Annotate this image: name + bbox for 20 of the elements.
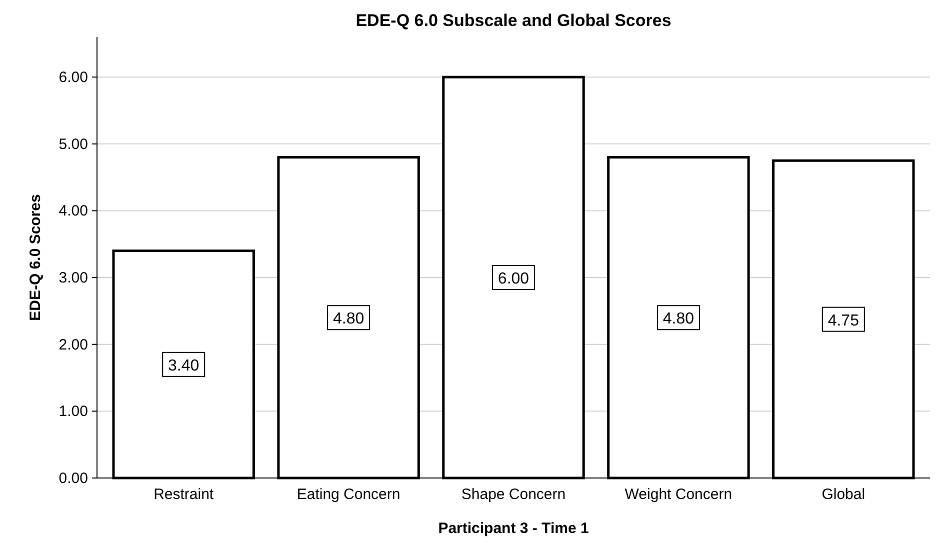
y-tick-label: 2.00 (58, 336, 88, 354)
data-label: 6.00 (498, 270, 530, 288)
y-tick-label: 3.00 (58, 270, 88, 287)
x-tick-label: Restraint (154, 486, 214, 503)
chart-title: EDE-Q 6.0 Subscale and Global Scores (356, 11, 672, 30)
x-tick-label: Weight Concern (624, 486, 732, 503)
data-label: 4.80 (332, 310, 364, 328)
x-tick-label: Global (822, 486, 866, 503)
x-tick-label: Shape Concern (461, 486, 566, 503)
data-label: 4.80 (662, 310, 694, 328)
y-axis-title: EDE-Q 6.0 Scores (27, 194, 44, 321)
x-axis-title: Participant 3 - Time 1 (438, 520, 589, 537)
y-tick-label: 4.00 (58, 202, 88, 220)
y-tick-label: 6.00 (58, 69, 88, 86)
y-tick-label: 1.00 (58, 403, 88, 420)
y-tick-label: 0.00 (58, 470, 88, 487)
x-tick-label: Eating Concern (296, 486, 400, 503)
data-label: 4.75 (828, 312, 860, 330)
y-tick-label: 5.00 (58, 136, 88, 153)
data-label: 3.40 (168, 357, 200, 374)
